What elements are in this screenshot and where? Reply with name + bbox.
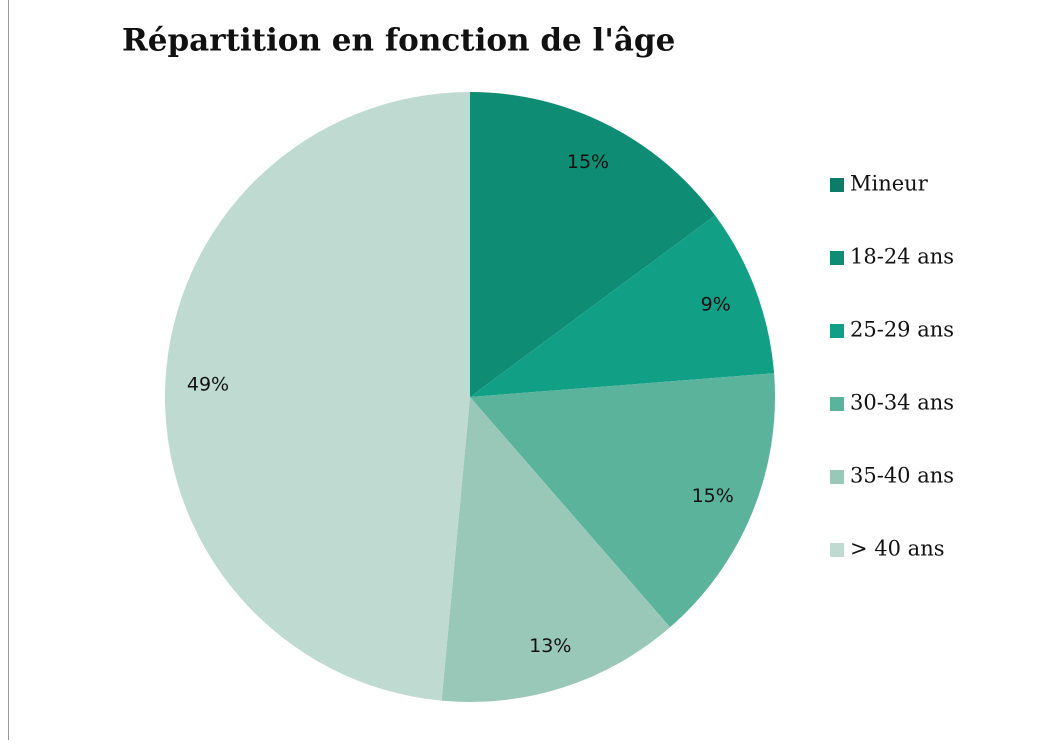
legend-swatch: [830, 397, 844, 411]
data-label: 13%: [529, 635, 571, 657]
legend-swatch: [830, 543, 844, 557]
data-label: 15%: [692, 485, 734, 507]
legend-label: > 40 ans: [850, 537, 945, 561]
legend-swatch: [830, 470, 844, 484]
legend-swatch: [830, 324, 844, 338]
pie-slice: [165, 92, 470, 701]
chart-title: Répartition en fonction de l'âge: [122, 23, 675, 59]
data-label: 49%: [187, 373, 229, 395]
legend-label: 30-34 ans: [850, 391, 954, 415]
legend-swatch: [830, 251, 844, 265]
data-label: 15%: [567, 151, 609, 173]
legend-label: Mineur: [850, 172, 929, 196]
legend-label: 25-29 ans: [850, 318, 954, 342]
legend-label: 35-40 ans: [850, 464, 954, 488]
legend-label: 18-24 ans: [850, 245, 954, 269]
legend-swatch: [830, 178, 844, 192]
data-label: 9%: [701, 294, 731, 316]
